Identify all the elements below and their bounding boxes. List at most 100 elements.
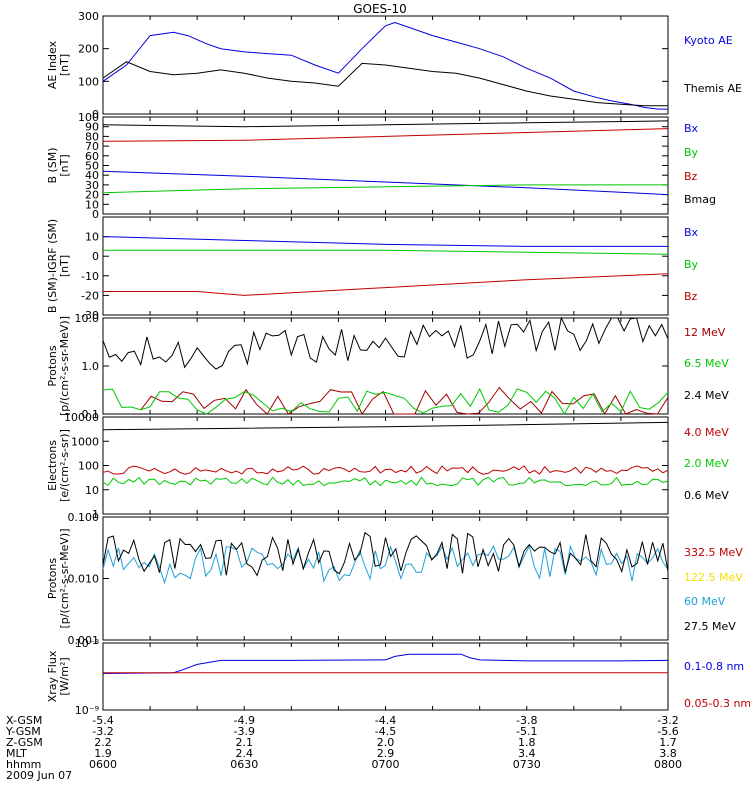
- panel-frame: [102, 642, 669, 711]
- y-tick-label: 60: [85, 150, 99, 163]
- x-row-value: 0730: [513, 758, 541, 771]
- y-tick-label: 1: [92, 508, 99, 521]
- y-tick-label: 200: [78, 43, 99, 56]
- legend-entry: 2.0 MeV: [684, 457, 729, 470]
- y-tick-label: 10⁻⁸: [75, 637, 100, 650]
- legend-entry: 0.1-0.8 nm: [684, 660, 744, 673]
- y-tick-label: 10: [85, 484, 99, 497]
- series-line: [102, 184, 668, 194]
- series-line: [103, 249, 669, 255]
- y-tick-label: 100: [78, 75, 99, 88]
- y-tick-label: -20: [81, 289, 99, 302]
- legend-entry: Bx: [684, 226, 699, 239]
- y-tick-label: 0: [92, 250, 99, 263]
- legend-entry: 60 MeV: [684, 595, 726, 608]
- y-tick-label: -30: [81, 309, 99, 322]
- x-row-value: 2.4: [236, 747, 254, 760]
- series-line: [102, 544, 669, 585]
- x-row-value: -4.5: [375, 725, 396, 738]
- series-line: [102, 387, 669, 415]
- y-tick-label: 0.1: [82, 408, 100, 421]
- x-row-value: 2.0: [377, 736, 395, 749]
- legend-entry: Bmag: [684, 193, 716, 206]
- legend-entry: Themis AE: [683, 82, 742, 95]
- panel-bigrf: -30 -20 -10 0 10 B (SM)-IGRF (SM) [nT] Bx By Bz: [46, 216, 699, 322]
- y-tick-label: 10: [85, 231, 99, 244]
- y-axis-label: Xray Flux: [46, 650, 59, 702]
- panel-electrons: 1 10 100 1000 10000 Electrons [e/(cm²-s-sr)] 4.…: [46, 411, 729, 521]
- y-tick-label: 0.001: [68, 634, 100, 647]
- y-axis-label: [p/(cm²-s-sr-MeV)]: [58, 529, 71, 629]
- y-tick-label: 90: [85, 121, 99, 134]
- x-row-value: 2.1: [236, 736, 254, 749]
- y-tick-label: 0: [92, 208, 99, 221]
- panel-frame: [102, 416, 669, 515]
- x-row-label: hhmm: [6, 758, 41, 771]
- legend-entry: 27.5 MeV: [684, 620, 736, 633]
- x-row-value: -3.2: [92, 725, 113, 738]
- x-row-value: -4.9: [234, 714, 255, 727]
- y-tick-label: 40: [85, 169, 99, 182]
- legend-entry: 4.0 MeV: [684, 426, 729, 439]
- x-row-value: 3.4: [518, 747, 536, 760]
- series-line: [103, 273, 669, 296]
- y-tick-label: 100: [78, 111, 99, 124]
- y-tick-label: 50: [85, 160, 99, 173]
- legend-entry: Bx: [684, 122, 699, 135]
- x-row-value: 1.8: [518, 736, 536, 749]
- x-row-label: Z-GSM: [6, 736, 43, 749]
- y-tick-label: 10.0: [75, 312, 100, 325]
- y-tick-label: 300: [78, 10, 99, 23]
- series-line: [102, 128, 669, 142]
- y-tick-label: 70: [85, 140, 99, 153]
- legend-entry: 0.05-0.3 nm: [684, 697, 750, 710]
- x-row-value: -5.1: [516, 725, 537, 738]
- x-row-value: 1.9: [94, 747, 112, 760]
- series-line: [102, 421, 669, 431]
- y-tick-label: 100: [78, 460, 99, 473]
- y-axis-label: [p/(cm²-s-sr-MeV)]: [58, 316, 71, 416]
- y-tick-label: 30: [85, 179, 99, 192]
- x-row-value: -5.6: [657, 725, 678, 738]
- legend-entry: 122.5 MeV: [684, 571, 743, 584]
- y-tick-label: 80: [85, 130, 99, 143]
- legend-entry: 332.5 MeV: [684, 546, 743, 559]
- series-line: [102, 653, 669, 674]
- series-line: [102, 531, 669, 577]
- x-axis-labels: X-GSM -5.4 -4.9 -4.4 -3.8 -3.2 Y-GSM -3.2 -3.9 -4…: [5, 714, 682, 782]
- series-line: [102, 61, 668, 107]
- x-row-value: 1.7: [659, 736, 677, 749]
- panel-frame: [102, 116, 669, 215]
- legend-entry: 12 MeV: [684, 326, 726, 339]
- y-axis-label: Electrons: [46, 440, 59, 491]
- legend-entry: 2.4 MeV: [684, 389, 729, 402]
- y-axis-label: Protons: [46, 345, 59, 386]
- y-tick-label: 0: [92, 108, 99, 121]
- y-axis-label: B (SM)-IGRF (SM): [46, 219, 59, 313]
- series-line: [102, 120, 669, 128]
- x-row-value: 2.9: [377, 747, 395, 760]
- y-axis-label: [W/m²]: [58, 657, 71, 695]
- y-axis-label: B (SM): [46, 147, 59, 183]
- panel-frame: [102, 516, 669, 641]
- x-row-value: -4.4: [375, 714, 396, 727]
- x-row-label: MLT: [6, 747, 27, 760]
- legend-entry: Bz: [684, 290, 698, 303]
- legend-entry: Kyoto AE: [684, 34, 733, 47]
- date-label: 2009 Jun 07: [6, 769, 72, 782]
- legend-entry: By: [684, 258, 699, 271]
- series-line: [102, 465, 669, 475]
- y-tick-label: 0.010: [68, 573, 100, 586]
- y-tick-label: 0.100: [68, 511, 100, 524]
- series-line: [140, 386, 669, 416]
- y-tick-label: 10000: [64, 411, 99, 424]
- series-line: [102, 170, 669, 196]
- y-axis-label: [nT]: [58, 54, 71, 76]
- y-axis-label: Protons: [46, 558, 59, 599]
- y-tick-label: 10⁻⁹: [75, 704, 99, 717]
- legend-entry: 6.5 MeV: [684, 357, 729, 370]
- series-line: [102, 476, 669, 487]
